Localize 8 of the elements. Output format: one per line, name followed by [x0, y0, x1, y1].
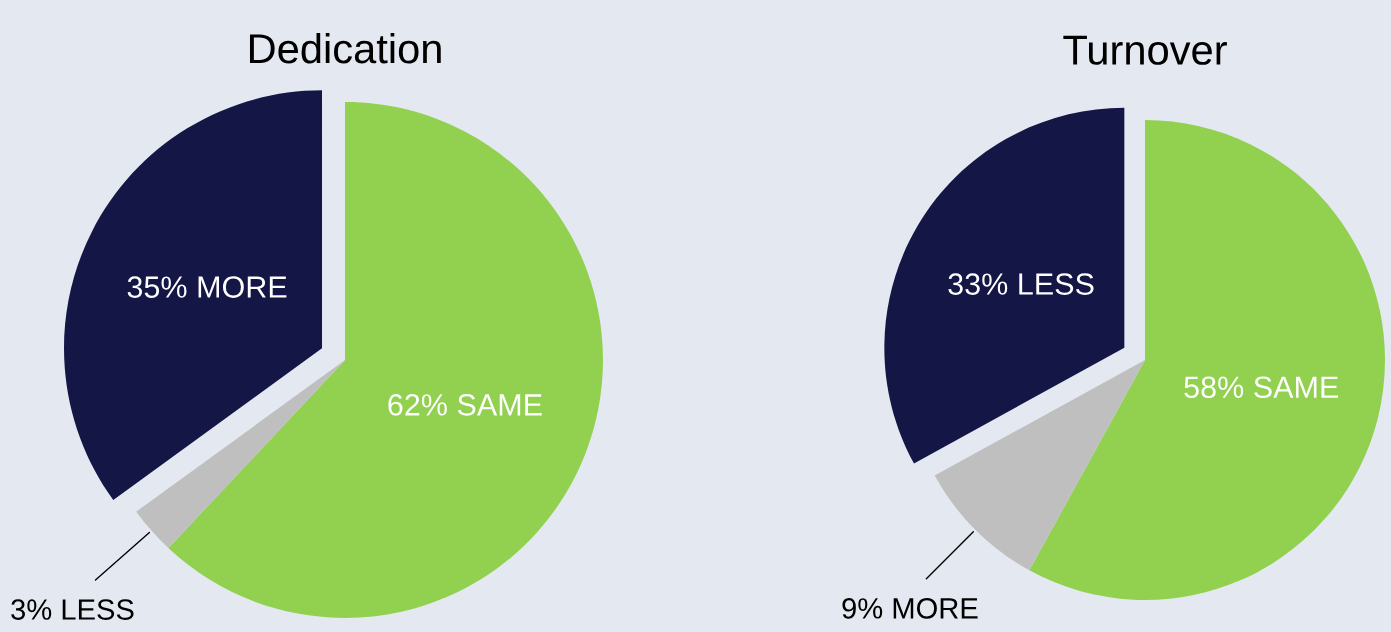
chart-title: Dedication	[249, 32, 441, 64]
slice-label: 33% LESS	[948, 273, 1094, 295]
slice-label: 58% SAME	[1184, 376, 1339, 399]
slice-label: 9% MORE	[842, 598, 978, 619]
slice-label: 3% LESS	[11, 599, 134, 620]
chart-title: Turnover	[1063, 35, 1227, 65]
slice-label: 62% SAME	[388, 394, 542, 416]
slice-label: 35% MORE	[127, 276, 287, 298]
